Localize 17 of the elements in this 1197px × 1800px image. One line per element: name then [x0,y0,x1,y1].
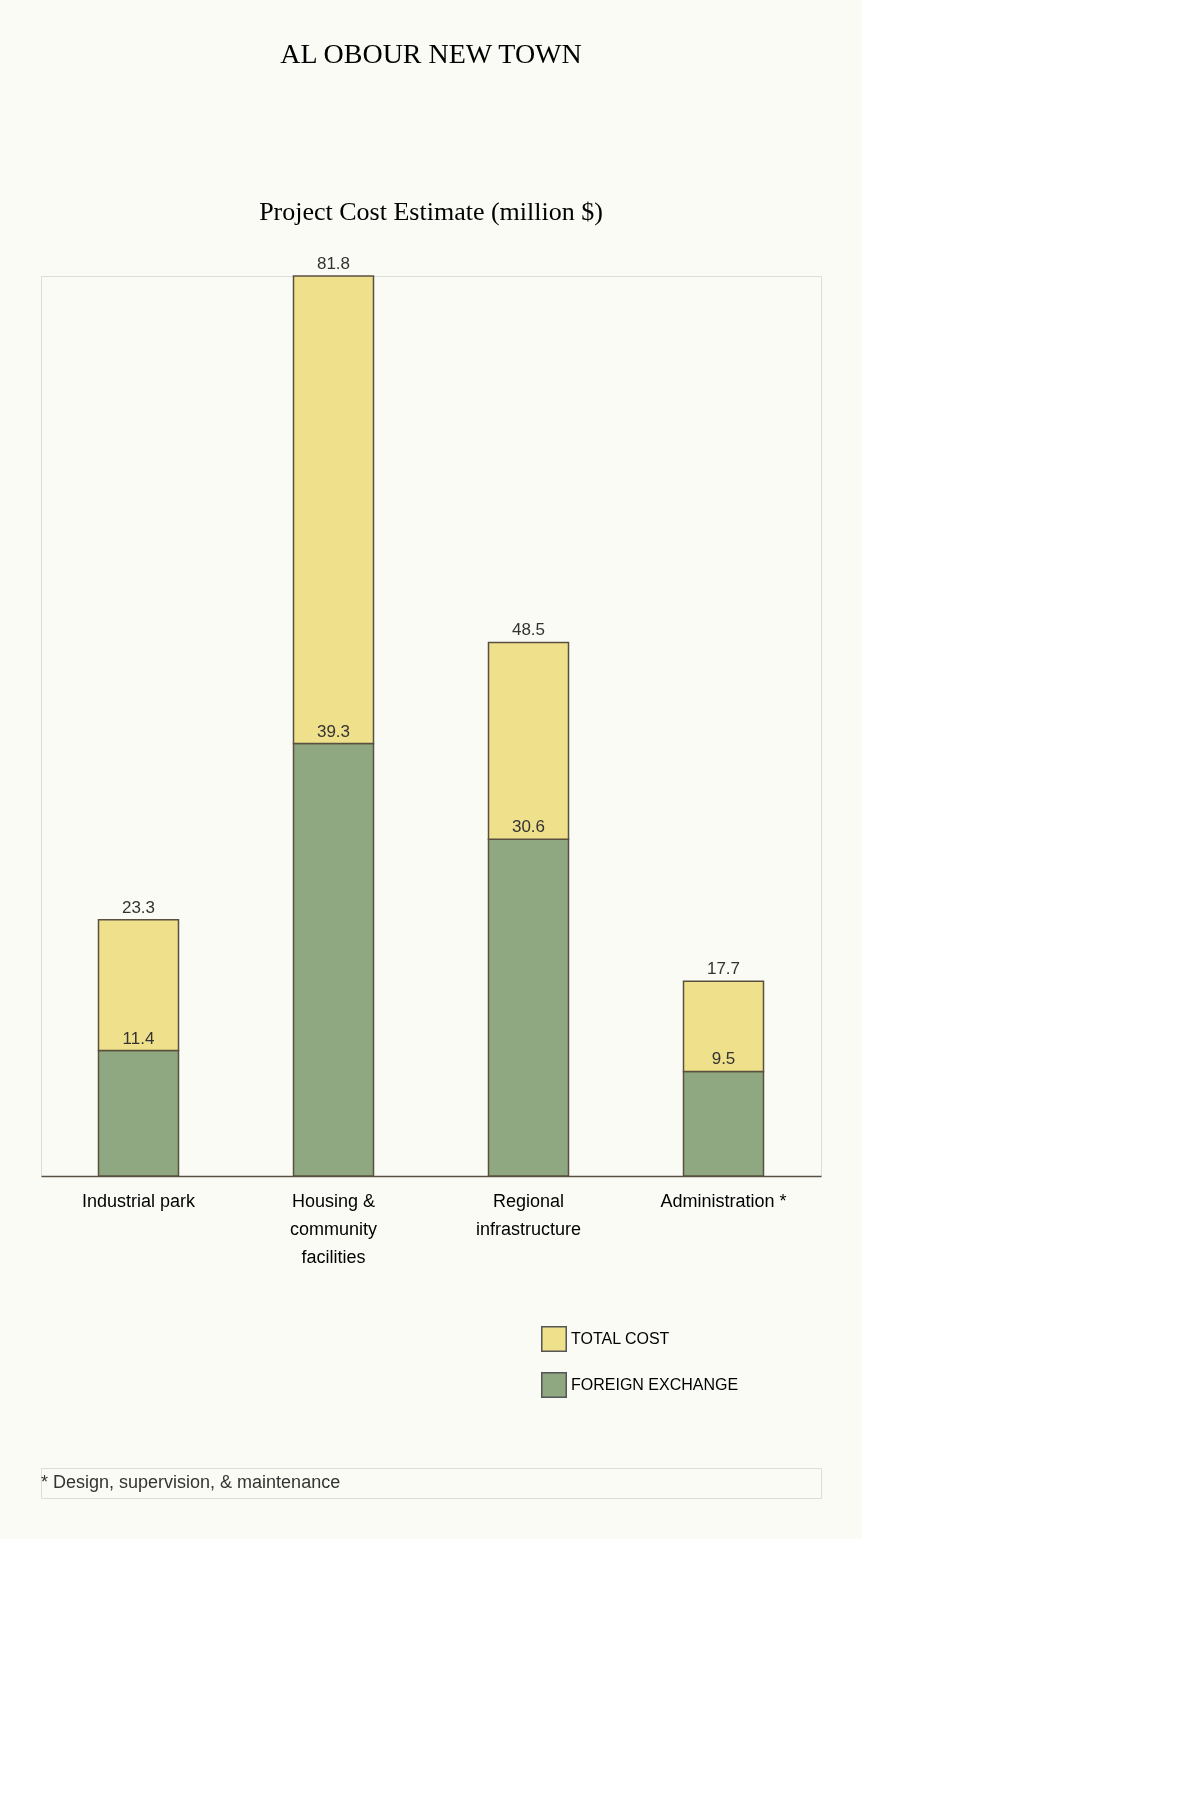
x-tick-label: Administration * [660,1190,787,1211]
chart-title: AL OBOUR NEW TOWN [280,38,582,69]
total-label: 23.3 [121,897,156,917]
data-label: 11.4 [122,1028,155,1048]
x-tick-label: Regional infrastructure [475,1190,582,1239]
total-label: 17.7 [706,959,741,979]
chart-subtitle: Project Cost Estimate (million $) [259,197,603,226]
data-label: 9.5 [711,1049,736,1069]
x-tick-label: Industrial park [81,1190,197,1211]
text: * Design, supervision, & maintenance [41,1472,341,1492]
data-label: 39.3 [316,721,351,741]
legend-label: TOTAL COST [571,1330,670,1347]
total-label: 81.8 [316,254,351,273]
total-label: 48.5 [511,620,546,640]
data-label: 30.6 [511,817,546,837]
x-tick-label: Housing & community facilities [289,1190,378,1267]
legend-label: FOREIGN EXCHANGE [571,1376,739,1393]
